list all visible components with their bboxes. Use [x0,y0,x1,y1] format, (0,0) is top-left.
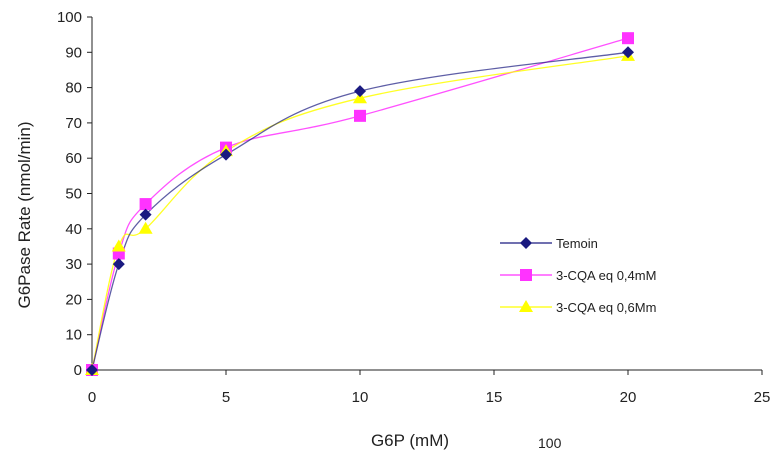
y-tick-label: 30 [65,256,82,273]
legend-marker [520,269,532,281]
data-point-2 [138,221,153,234]
data-point-0 [86,364,98,376]
data-point-1 [622,32,634,45]
footer-text: 100 [538,435,562,451]
legend-marker [520,237,532,249]
legend-label: 3-CQA eq 0,4mM [556,268,656,283]
legend-label: 3-CQA eq 0,6Mm [556,300,656,315]
y-tick-label: 20 [65,291,82,308]
data-point-0 [112,258,125,271]
y-axis-title: G6Pase Rate (nmol/min) [15,121,34,308]
y-tick-label: 80 [65,80,82,97]
data-point-0 [220,148,232,161]
x-tick-label: 5 [222,389,230,406]
y-tick-label: 60 [65,150,82,167]
legend-label: Temoin [556,236,598,251]
y-tick-label: 90 [65,44,82,61]
x-tick-label: 25 [754,389,771,406]
x-tick-label: 15 [486,389,503,406]
data-point-0 [354,85,366,98]
x-tick-label: 10 [352,389,369,406]
legend: Temoin 3-CQA eq 0,4mM 3-CQA eq 0,6Mm [500,236,656,315]
x-axis-title: G6P (mM) [371,431,449,450]
y-tick-label: 10 [65,327,82,344]
tick-labels: 0 10 20 30 40 50 60 70 80 90 100 0 5 10 15 20 25 [57,9,770,406]
y-tick-label: 100 [57,9,82,26]
x-tick-label: 20 [620,389,637,406]
data-point-1 [354,109,366,122]
data-point-1 [139,198,152,211]
y-tick-label: 50 [65,186,82,203]
data-point-0 [622,46,634,59]
series-group [85,32,635,376]
y-tick-label: 0 [74,362,82,379]
axes [91,17,762,371]
legend-marker [519,300,533,312]
y-tick-label: 40 [65,221,82,238]
data-point-0 [139,208,152,221]
y-tick-label: 70 [65,115,82,132]
x-tick-label: 0 [88,389,96,406]
data-point-2 [111,239,126,252]
data-point-2 [353,91,367,104]
